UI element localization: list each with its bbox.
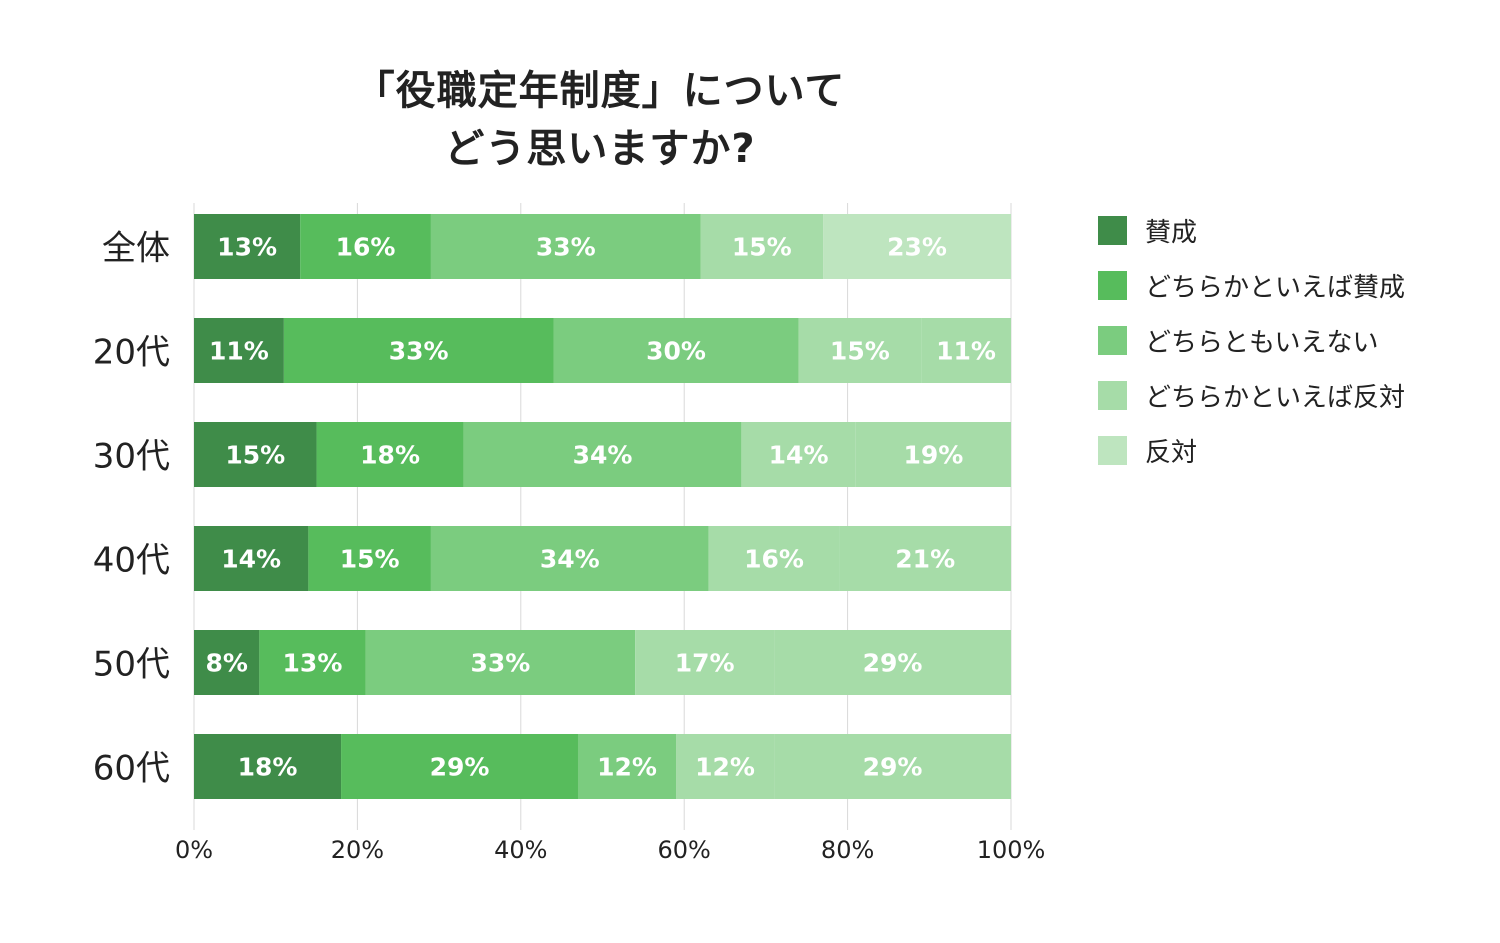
bar-value-label: 15% — [830, 337, 890, 366]
bar-value-label: 8% — [205, 649, 247, 678]
legend-item: 賛成 — [1098, 212, 1405, 248]
bar-segment — [316, 422, 464, 487]
bar-value-label: 12% — [597, 753, 657, 782]
chart-title-line-1: 「役職定年制度」について — [354, 68, 846, 114]
bar-value-label: 12% — [695, 753, 755, 782]
bar-segment — [708, 526, 840, 591]
bar-segment — [839, 526, 1011, 591]
bar-segment — [194, 526, 309, 591]
x-tick-label: 20% — [331, 836, 384, 864]
category-label: 60代 — [93, 749, 170, 789]
category-label: 30代 — [93, 437, 170, 477]
bar-value-label: 33% — [470, 649, 530, 678]
bar-segment — [194, 734, 342, 799]
bar-value-label: 18% — [238, 753, 298, 782]
bar-segment — [194, 318, 284, 383]
bar-segment — [365, 630, 636, 695]
bar-segment — [700, 214, 824, 279]
bar-value-label: 11% — [936, 337, 996, 366]
bar-value-label: 13% — [217, 233, 277, 262]
bar-value-label: 29% — [863, 753, 923, 782]
bar-value-label: 21% — [895, 545, 955, 574]
bar-segment — [308, 526, 431, 591]
bar-value-label: 14% — [221, 545, 281, 574]
x-tick-label: 100% — [977, 836, 1046, 864]
bar-value-label: 29% — [863, 649, 923, 678]
x-tick-label: 0% — [175, 836, 213, 864]
legend-label: どちらともいえない — [1145, 327, 1379, 358]
bar-segment — [194, 214, 301, 279]
bar-value-label: 29% — [430, 753, 490, 782]
legend-label: どちらかといえば賛成 — [1145, 272, 1406, 303]
bar-value-label: 18% — [360, 441, 420, 470]
bar-segment — [283, 318, 554, 383]
legend-item: どちらかといえば賛成 — [1098, 267, 1405, 303]
bar-segment — [194, 422, 317, 487]
x-tick-label: 80% — [821, 836, 874, 864]
legend-swatch — [1098, 325, 1127, 355]
bar-segment — [676, 734, 775, 799]
category-label: 40代 — [93, 541, 170, 581]
bar-segment — [798, 318, 922, 383]
bar-segment — [341, 734, 578, 799]
legend-label: どちらかといえば反対 — [1145, 382, 1406, 413]
bar-value-label: 14% — [769, 441, 829, 470]
category-label: 50代 — [93, 645, 170, 685]
bar-segment — [463, 422, 742, 487]
legend-label: 賛成 — [1145, 217, 1198, 248]
legend-swatch — [1098, 435, 1127, 465]
legend: 賛成 どちらかといえば賛成 どちらともいえない どちらかといえば反対 反対 — [1098, 212, 1405, 487]
x-tick-label: 40% — [494, 836, 547, 864]
bar-segment — [855, 422, 1011, 487]
bar-value-label: 33% — [536, 233, 596, 262]
legend-swatch — [1098, 215, 1127, 245]
legend-item: どちらかといえば反対 — [1098, 377, 1405, 413]
bar-segment — [300, 214, 431, 279]
bar-value-label: 16% — [744, 545, 804, 574]
chart-title-line-2: どう思いますか? — [444, 126, 756, 172]
bar-value-label: 15% — [225, 441, 285, 470]
bar-value-label: 16% — [336, 233, 396, 262]
category-label: 全体 — [102, 229, 170, 269]
bar-value-label: 34% — [540, 545, 600, 574]
legend-item: どちらともいえない — [1098, 322, 1405, 358]
bar-value-label: 15% — [732, 233, 792, 262]
bar-value-label: 17% — [675, 649, 735, 678]
bar-value-label: 15% — [340, 545, 400, 574]
x-tick-label: 60% — [658, 836, 711, 864]
bar-segment — [774, 734, 1011, 799]
bar-segment — [430, 214, 701, 279]
category-label: 20代 — [93, 333, 170, 373]
legend-item: 反対 — [1098, 432, 1405, 468]
bar-segment — [430, 526, 709, 591]
bar-segment — [635, 630, 775, 695]
bar-value-label: 30% — [646, 337, 706, 366]
bar-value-label: 23% — [887, 233, 947, 262]
bar-segment — [577, 734, 677, 799]
bar-value-label: 11% — [209, 337, 269, 366]
bar-value-label: 34% — [573, 441, 633, 470]
bar-value-label: 13% — [283, 649, 343, 678]
bar-segment — [921, 318, 1011, 383]
bar-segment — [194, 630, 260, 695]
bar-segment — [259, 630, 366, 695]
legend-swatch — [1098, 380, 1127, 410]
legend-swatch — [1098, 270, 1127, 300]
bar-segment — [774, 630, 1011, 695]
legend-label: 反対 — [1145, 437, 1198, 468]
bar-value-label: 33% — [389, 337, 449, 366]
bar-segment — [823, 214, 1011, 279]
bar-value-label: 19% — [903, 441, 963, 470]
bar-segment — [553, 318, 799, 383]
bar-segment — [741, 422, 856, 487]
